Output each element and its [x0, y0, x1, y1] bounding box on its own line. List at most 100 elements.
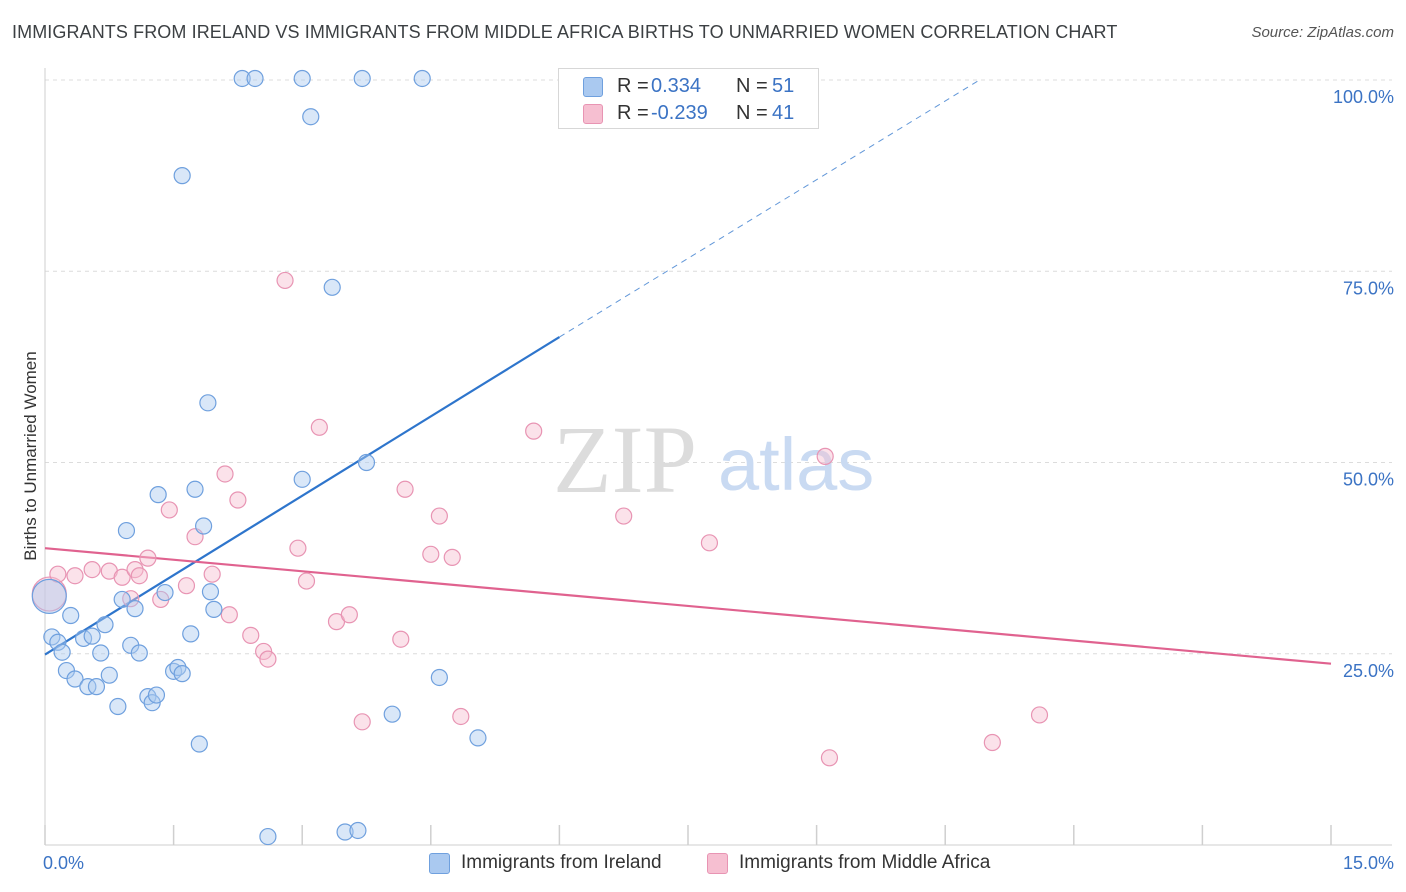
ireland-point: [92, 644, 110, 662]
middle-africa-legend-label: Immigrants from Middle Africa: [739, 852, 991, 873]
watermark-atlas: atlas: [718, 423, 874, 506]
ireland-point: [353, 69, 371, 88]
middle-africa-point: [297, 572, 316, 590]
ireland-point: [349, 821, 367, 840]
ireland-legend-label: Immigrants from Ireland: [461, 852, 662, 873]
middle-africa-point: [259, 650, 277, 668]
ireland-point: [469, 729, 487, 747]
middle-africa-point: [83, 560, 101, 579]
ireland-legend-swatch: [429, 853, 450, 874]
middle-africa-point: [139, 549, 157, 567]
legend-n-label: N =: [736, 75, 768, 97]
ireland-point: [149, 486, 167, 504]
points-middle-africa: [31, 271, 1049, 767]
middle-africa-point: [422, 545, 440, 563]
ireland-point: [413, 69, 431, 88]
ireland-point: [201, 583, 220, 601]
middle-africa-point: [242, 626, 260, 644]
ireland-point: [66, 670, 84, 688]
middle-africa-point: [392, 630, 410, 648]
ireland-point: [156, 583, 174, 602]
watermark-zip: ZIP: [553, 406, 697, 513]
middle-africa-point: [276, 271, 294, 290]
middle-africa-legend-swatch: [707, 853, 728, 874]
ireland-point: [430, 668, 448, 687]
middle-africa-point: [130, 567, 148, 585]
ireland-point: [195, 517, 213, 535]
ireland-point: [147, 686, 166, 704]
middle-africa-point: [983, 733, 1001, 752]
ireland-point: [246, 69, 264, 88]
ireland-point: [293, 470, 311, 488]
ireland-point: [49, 633, 67, 651]
ireland-point: [383, 705, 401, 723]
y-axis-label: Births to Unmarried Women: [21, 351, 40, 560]
legend-r-value: -0.239: [651, 102, 708, 124]
middle-africa-point: [353, 713, 371, 731]
y-tick-label: 100.0%: [1333, 87, 1394, 107]
ireland-point: [182, 625, 200, 643]
ireland-point: [190, 735, 208, 753]
middle-africa-point: [1030, 706, 1049, 724]
middle-africa-trend-line: [44, 547, 1332, 665]
ireland-point: [31, 578, 67, 614]
chart-title: IMMIGRANTS FROM IRELAND VS IMMIGRANTS FR…: [12, 22, 1118, 42]
ireland-point: [53, 643, 71, 661]
legend-n-label: N =: [736, 102, 768, 124]
middle-africa-point: [396, 480, 414, 498]
ireland-point: [323, 278, 341, 296]
middle-africa-point: [66, 567, 84, 585]
middle-africa-point: [615, 507, 633, 525]
ireland-point: [117, 521, 136, 540]
tick-label-layer: 25.0% 50.0% 75.0% 100.0% 0.0% 15.0%: [43, 87, 1394, 873]
middle-africa-point: [700, 534, 719, 552]
middle-africa-point: [177, 577, 196, 595]
ireland-point: [293, 69, 311, 88]
ireland-point: [96, 616, 114, 634]
middle-africa-point: [340, 606, 358, 624]
middle-africa-point: [160, 501, 178, 519]
ireland-point: [173, 167, 191, 185]
ireland-trend-extension: [559, 79, 980, 338]
source-credit: Source: ZipAtlas.com: [1251, 24, 1394, 41]
watermark: ZIP atlas: [553, 406, 874, 513]
y-tick-label: 75.0%: [1343, 278, 1394, 298]
legend-n-value: 51: [772, 75, 795, 97]
ireland-point: [109, 697, 127, 716]
legend-r-label: R =: [617, 102, 649, 124]
ireland-point: [173, 665, 191, 683]
middle-africa-point: [816, 447, 834, 465]
middle-africa-point: [203, 565, 221, 583]
middle-africa-point: [113, 568, 131, 586]
y-tick-label: 25.0%: [1343, 661, 1394, 681]
middle-africa-swatch: [583, 104, 603, 124]
ireland-point: [259, 827, 277, 846]
ireland-point: [302, 108, 320, 126]
middle-africa-point: [430, 507, 448, 525]
y-tick-label: 50.0%: [1343, 470, 1394, 490]
middle-africa-point: [289, 539, 307, 557]
middle-africa-point: [310, 418, 328, 436]
legend-n-value: 41: [772, 102, 795, 124]
grid-layer: [45, 79, 1392, 655]
middle-africa-point: [443, 548, 461, 566]
middle-africa-point: [220, 606, 238, 624]
ireland-point: [83, 627, 101, 645]
x-tick-label-min: 0.0%: [43, 853, 84, 873]
trend-layer: [44, 79, 1332, 665]
ireland-point: [336, 823, 354, 841]
middle-africa-point: [452, 707, 470, 726]
middle-africa-point: [229, 491, 247, 509]
ireland-point: [130, 644, 148, 662]
ireland-point: [205, 600, 223, 618]
ireland-swatch: [583, 77, 603, 97]
ireland-point: [357, 453, 376, 472]
points-ireland: [31, 69, 487, 846]
ireland-point: [126, 600, 144, 618]
ireland-point: [87, 678, 106, 696]
ireland-point: [62, 606, 80, 625]
ireland-point: [113, 590, 131, 609]
middle-africa-point: [216, 465, 234, 483]
correlation-legend: R = 0.334 N = 51 R = -0.239 N = 41: [558, 68, 819, 129]
